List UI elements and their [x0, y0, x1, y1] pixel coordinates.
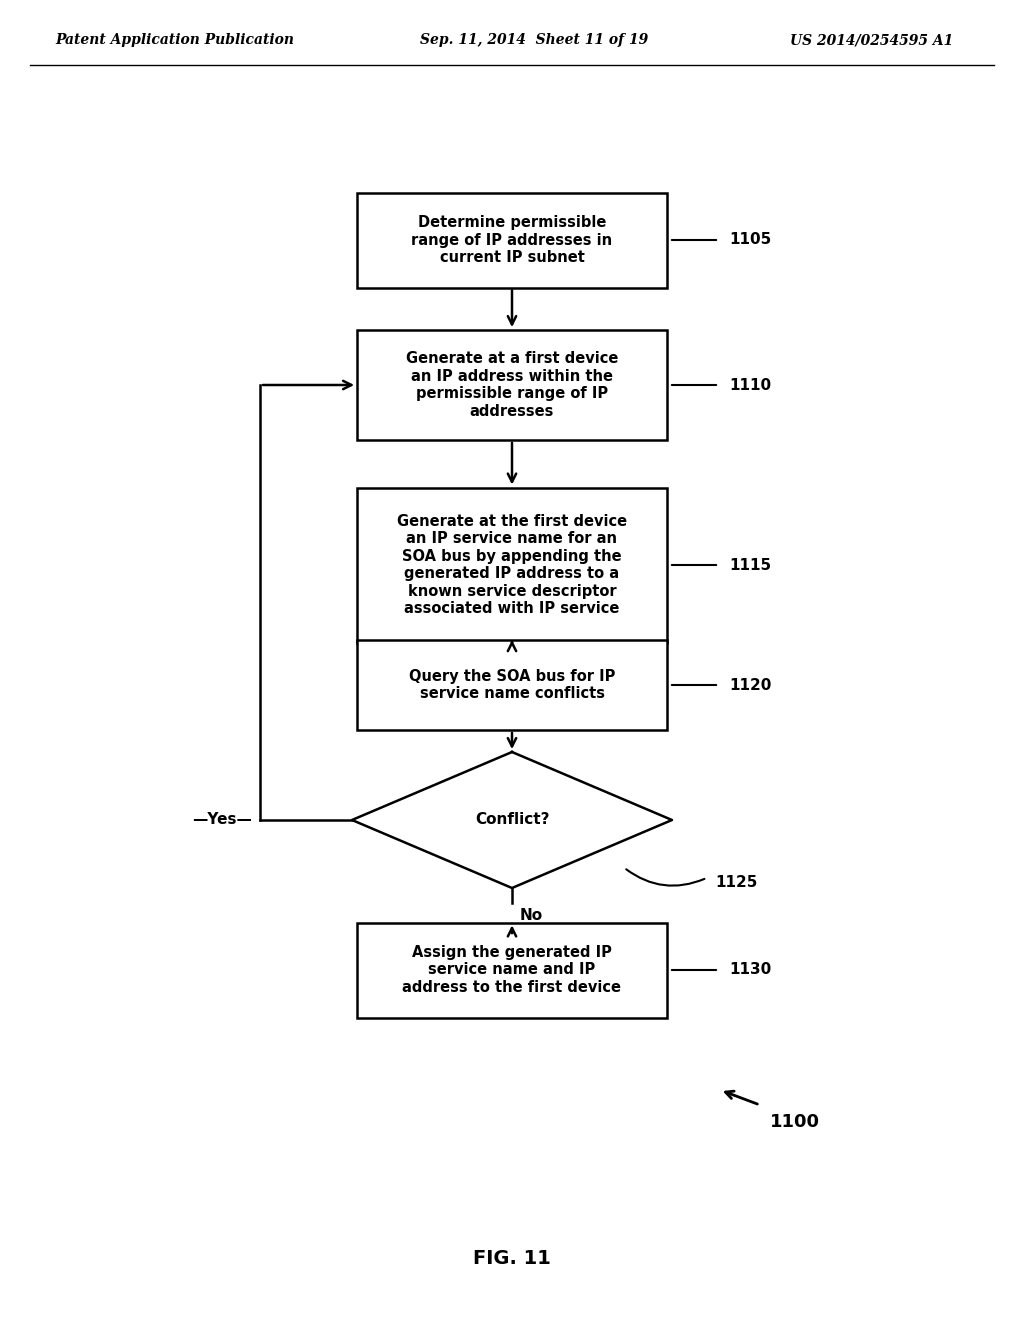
Text: US 2014/0254595 A1: US 2014/0254595 A1 [790, 33, 953, 48]
Text: 1110: 1110 [729, 378, 771, 392]
Text: Conflict?: Conflict? [475, 813, 549, 828]
Text: Sep. 11, 2014  Sheet 11 of 19: Sep. 11, 2014 Sheet 11 of 19 [420, 33, 648, 48]
Bar [357, 193, 667, 288]
Text: 1125: 1125 [715, 875, 758, 890]
Text: Patent Application Publication: Patent Application Publication [55, 33, 294, 48]
Text: Generate at the first device
an IP service name for an
SOA bus by appending the
: Generate at the first device an IP servi… [397, 513, 627, 616]
Text: Determine permissible
range of IP addresses in
current IP subnet: Determine permissible range of IP addres… [412, 215, 612, 265]
Bar [357, 330, 667, 440]
Text: —Yes—: —Yes— [193, 813, 252, 828]
Text: Query the SOA bus for IP
service name conflicts: Query the SOA bus for IP service name co… [409, 669, 615, 701]
Bar [357, 923, 667, 1018]
Text: Generate at a first device
an IP address within the
permissible range of IP
addr: Generate at a first device an IP address… [406, 351, 618, 418]
Text: 1120: 1120 [729, 677, 771, 693]
Bar [357, 640, 667, 730]
Text: No: No [520, 908, 543, 923]
Text: 1130: 1130 [729, 962, 771, 978]
Text: 1100: 1100 [770, 1113, 820, 1131]
Text: 1115: 1115 [729, 557, 771, 573]
Text: 1105: 1105 [729, 232, 771, 248]
Bar [357, 487, 667, 643]
Text: FIG. 11: FIG. 11 [473, 1249, 551, 1267]
Text: Assign the generated IP
service name and IP
address to the first device: Assign the generated IP service name and… [402, 945, 622, 995]
